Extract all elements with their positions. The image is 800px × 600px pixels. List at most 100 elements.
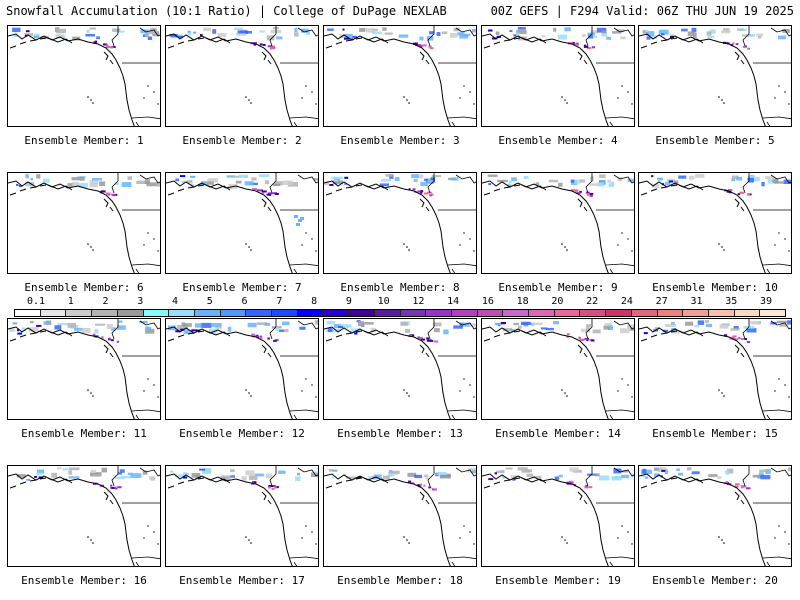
colorbar-tick-label: 22 — [586, 296, 599, 307]
colorbar-tick-label: 16 — [481, 296, 494, 307]
map-graphic — [639, 319, 791, 419]
colorbar-swatch — [169, 310, 195, 316]
map-graphic — [166, 319, 318, 419]
ensemble-member-label: Ensemble Member: 18 — [337, 574, 463, 587]
ensemble-member-label: Ensemble Member: 20 — [652, 574, 778, 587]
colorbar-swatch — [477, 310, 504, 316]
map-graphic — [166, 466, 318, 566]
ensemble-member-map — [638, 172, 792, 274]
map-graphic — [482, 26, 634, 126]
ensemble-member-label: Ensemble Member: 7 — [182, 281, 302, 294]
ensemble-member-map — [165, 318, 319, 420]
colorbar-swatch — [554, 310, 581, 316]
colorbar-swatch — [66, 310, 93, 316]
map-graphic — [482, 466, 634, 566]
colorbar-tick-label: 35 — [725, 296, 738, 307]
ensemble-member-label: Ensemble Member: 14 — [495, 427, 621, 440]
colorbar-swatch — [194, 310, 221, 316]
ensemble-member-map — [481, 172, 635, 274]
map-graphic — [324, 26, 476, 126]
colorbar-tick-label: 0.1 — [26, 296, 46, 307]
map-graphic — [639, 26, 791, 126]
colorbar-tick-label: 1 — [67, 296, 74, 307]
colorbar-swatch — [426, 310, 452, 316]
colorbar-tick-label: 2 — [102, 296, 109, 307]
colorbar-tick-label: 18 — [516, 296, 529, 307]
ensemble-member-map — [165, 25, 319, 127]
ensemble-member-map — [7, 25, 161, 127]
colorbar-swatch — [92, 310, 118, 316]
ensemble-member-map — [638, 25, 792, 127]
colorbar-swatch — [400, 310, 427, 316]
ensemble-member-label: Ensemble Member: 13 — [337, 427, 463, 440]
snowfall-colorbar — [14, 309, 786, 317]
ensemble-member-label: Ensemble Member: 17 — [179, 574, 305, 587]
ensemble-member-label: Ensemble Member: 3 — [340, 134, 460, 147]
colorbar-tick-label: 6 — [241, 296, 248, 307]
ensemble-member-label: Ensemble Member: 6 — [24, 281, 144, 294]
colorbar-tick-label: 10 — [377, 296, 390, 307]
map-graphic — [324, 319, 476, 419]
colorbar-swatch — [734, 310, 761, 316]
ensemble-member-label: Ensemble Member: 4 — [498, 134, 618, 147]
ensemble-member-label: Ensemble Member: 16 — [21, 574, 147, 587]
colorbar-swatch — [631, 310, 658, 316]
colorbar-swatch — [760, 310, 786, 316]
colorbar-tick-label: 7 — [276, 296, 283, 307]
colorbar-swatch — [529, 310, 555, 316]
colorbar-swatch — [451, 310, 478, 316]
colorbar-swatch — [117, 310, 144, 316]
colorbar-swatch — [40, 310, 67, 316]
map-graphic — [324, 466, 476, 566]
ensemble-member-label: Ensemble Member: 11 — [21, 427, 147, 440]
colorbar-tick-label: 27 — [655, 296, 668, 307]
colorbar-tick-label: 31 — [690, 296, 703, 307]
colorbar-tick-label: 5 — [206, 296, 213, 307]
colorbar-swatch — [708, 310, 735, 316]
map-graphic — [482, 173, 634, 273]
ensemble-member-map — [638, 465, 792, 567]
colorbar-tick-label: 12 — [412, 296, 425, 307]
colorbar-tick-label: 39 — [759, 296, 773, 307]
map-graphic — [8, 173, 160, 273]
colorbar-swatch — [143, 310, 170, 316]
ensemble-member-label: Ensemble Member: 5 — [655, 134, 775, 147]
ensemble-member-map — [323, 172, 477, 274]
ensemble-member-map — [481, 318, 635, 420]
header-left-title: Snowfall Accumulation (10:1 Ratio) | Col… — [6, 4, 447, 18]
ensemble-member-label: Ensemble Member: 10 — [652, 281, 778, 294]
ensemble-member-map — [323, 318, 477, 420]
colorbar-swatch — [374, 310, 401, 316]
ensemble-member-map — [165, 172, 319, 274]
colorbar-swatch — [15, 310, 41, 316]
colorbar-swatch — [220, 310, 247, 316]
colorbar-tick-label: 4 — [172, 296, 179, 307]
colorbar-swatch — [272, 310, 298, 316]
colorbar-swatch — [503, 310, 530, 316]
map-graphic — [639, 466, 791, 566]
map-graphic — [482, 319, 634, 419]
colorbar-swatch — [606, 310, 632, 316]
colorbar-swatch — [580, 310, 607, 316]
map-graphic — [166, 26, 318, 126]
ensemble-member-label: Ensemble Member: 1 — [24, 134, 144, 147]
ensemble-member-label: Ensemble Member: 19 — [495, 574, 621, 587]
colorbar-tick-label: 8 — [311, 296, 318, 307]
ensemble-member-map — [323, 25, 477, 127]
ensemble-member-map — [165, 465, 319, 567]
colorbar-tick-label: 9 — [345, 296, 352, 307]
ensemble-member-map — [7, 465, 161, 567]
colorbar-tick-label: 24 — [620, 296, 633, 307]
colorbar-tick-label: 20 — [551, 296, 564, 307]
ensemble-member-label: Ensemble Member: 8 — [340, 281, 460, 294]
map-graphic — [639, 173, 791, 273]
ensemble-member-map — [481, 25, 635, 127]
colorbar-tick-label: 14 — [447, 296, 460, 307]
ensemble-member-map — [7, 172, 161, 274]
ensemble-member-map — [638, 318, 792, 420]
colorbar-swatch — [657, 310, 684, 316]
ensemble-member-label: Ensemble Member: 2 — [182, 134, 302, 147]
ensemble-member-label: Ensemble Member: 15 — [652, 427, 778, 440]
colorbar-tick-label: 3 — [137, 296, 144, 307]
colorbar-labels: 0.1 1 2 3 4 5 6 7 8 9 10 12 14 16 18 20 22 24 27 31 35 39 — [14, 296, 786, 308]
